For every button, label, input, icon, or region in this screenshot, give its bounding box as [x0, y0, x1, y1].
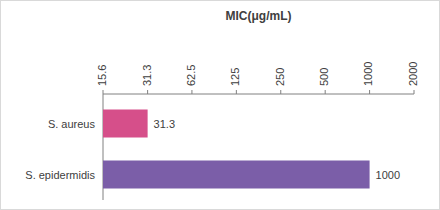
tick-label: 250 [274, 68, 286, 86]
category-label: S. epidermidis [25, 169, 95, 181]
bar [103, 161, 370, 189]
category-label: S. aureus [48, 118, 96, 130]
chart-border [1, 1, 440, 210]
data-label: 1000 [376, 169, 400, 181]
tick-mark [236, 90, 237, 94]
chart-svg: MIC(μg/mL) 15.6 31.3 62.5 125 250 500 1000 2000 3… [0, 0, 440, 210]
tick-label: 500 [318, 68, 330, 86]
chart-container: MIC(μg/mL) 15.6 31.3 62.5 125 250 500 1000 2000 3… [0, 0, 440, 210]
tick-label: 125 [229, 68, 241, 86]
tick-label: 2000 [407, 62, 419, 86]
tick-label: 15.6 [96, 65, 108, 86]
bars [103, 110, 370, 189]
chart-title: MIC(μg/mL) [226, 9, 292, 23]
tick-mark [103, 90, 104, 94]
tick-mark [369, 90, 370, 94]
tick-mark [325, 90, 326, 94]
tick-mark [191, 90, 192, 94]
tick-mark [147, 90, 148, 94]
data-label: 31.3 [154, 118, 175, 130]
x-axis-line [103, 94, 414, 95]
tick-mark [414, 90, 415, 94]
tick-label: 1000 [362, 62, 374, 86]
tick-mark [280, 90, 281, 94]
tick-label: 62.5 [185, 65, 197, 86]
bar [103, 110, 148, 138]
tick-label: 31.3 [141, 65, 153, 86]
